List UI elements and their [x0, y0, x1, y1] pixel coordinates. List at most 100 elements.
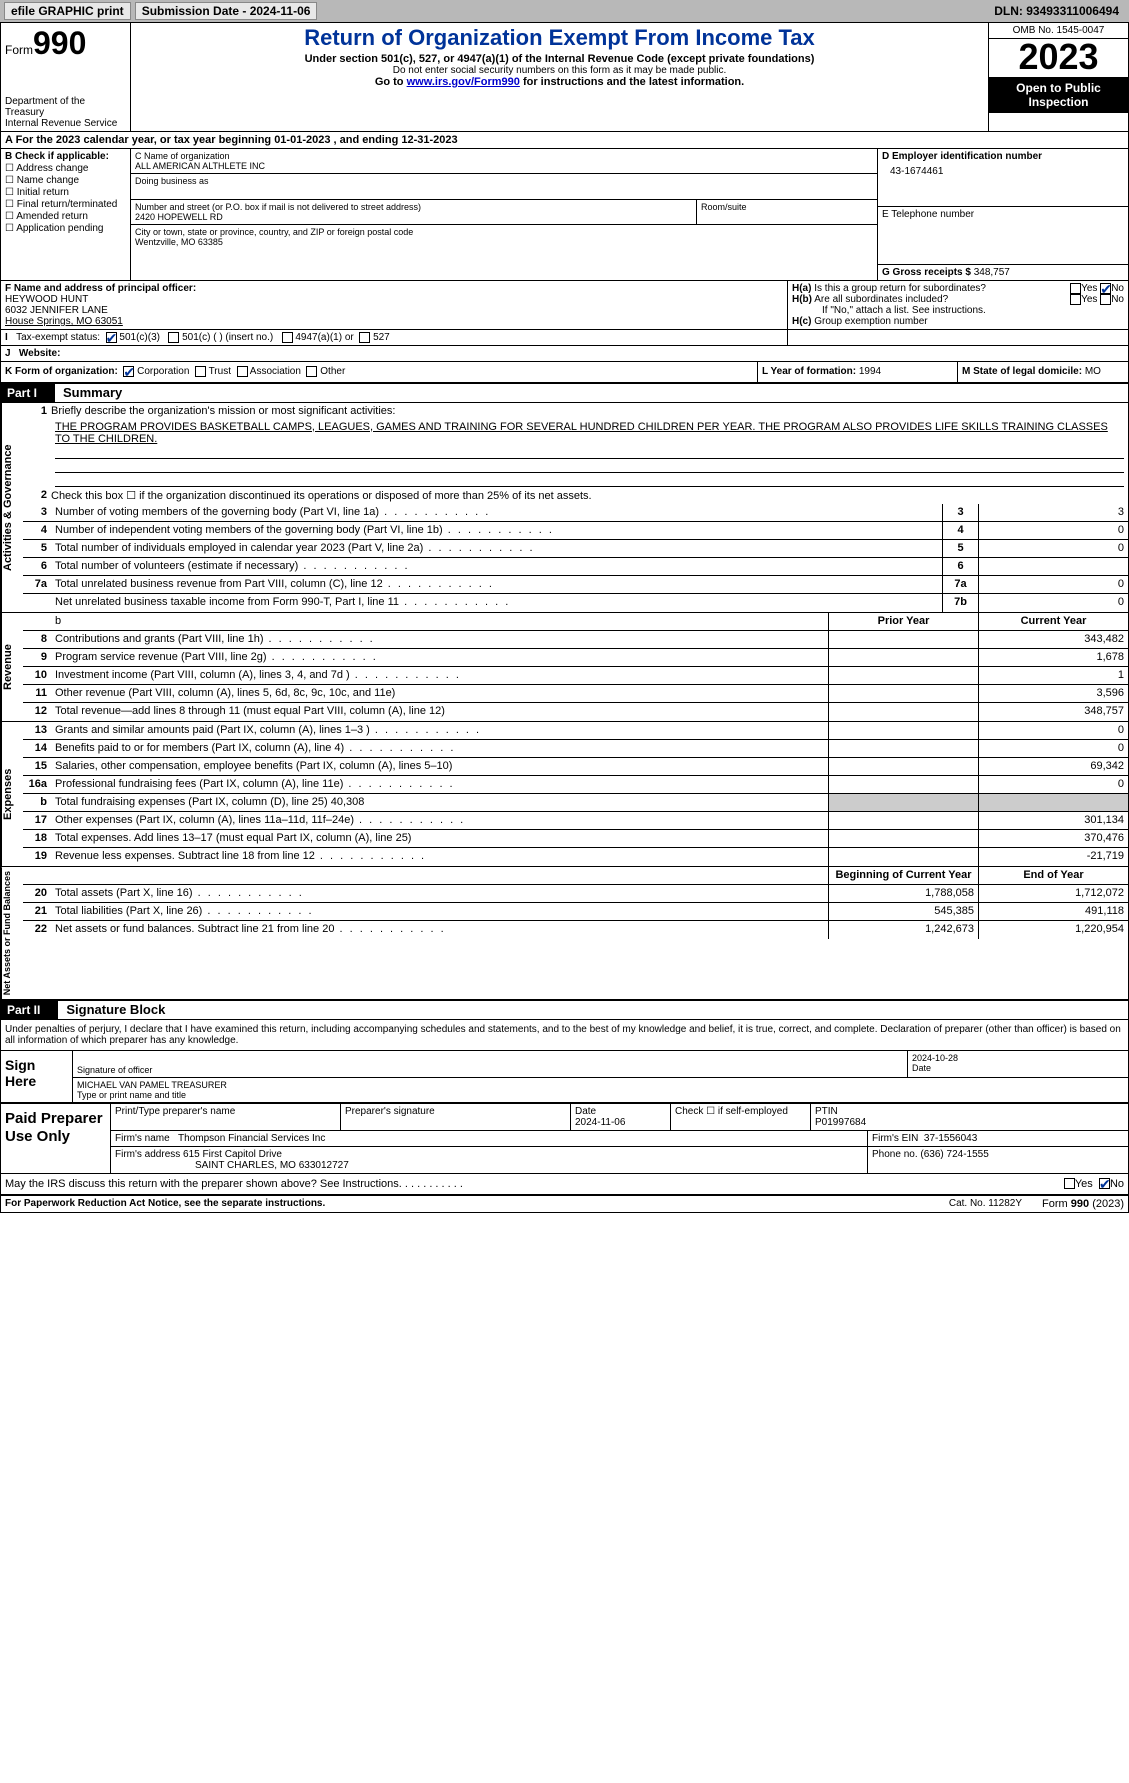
preparer-sig-label: Preparer's signature	[341, 1104, 571, 1130]
na-header: Beginning of Current YearEnd of Year	[23, 867, 1128, 885]
chk-527[interactable]	[359, 332, 370, 343]
city-value: Wentzville, MO 63385	[135, 237, 873, 247]
vtab-ag: Activities & Governance	[1, 403, 23, 612]
preparer-name-label: Print/Type preparer's name	[111, 1104, 341, 1130]
box-b: B Check if applicable: ☐ Address change …	[1, 149, 131, 280]
chk-assoc[interactable]	[237, 366, 248, 377]
line-10: 10Investment income (Part VIII, column (…	[23, 667, 1128, 685]
goto-post: for instructions and the latest informat…	[520, 76, 744, 88]
form-header: Form990 Department of the Treasury Inter…	[1, 23, 1128, 132]
box-i-right-spacer	[788, 330, 1128, 345]
dln: DLN: 93493311006494	[994, 4, 1125, 18]
firm-ein: 37-1556043	[924, 1133, 977, 1144]
irs: Internal Revenue Service	[5, 118, 126, 129]
sig-officer-label: Signature of officer	[77, 1065, 903, 1075]
cat-no: Cat. No. 11282Y	[929, 1198, 1042, 1210]
box-i-row: I Tax-exempt status: 501(c)(3) 501(c) ( …	[1, 330, 1128, 346]
sig-date-label: Date	[912, 1063, 1124, 1073]
j-label: J	[5, 348, 11, 359]
boxes-bcdeg: B Check if applicable: ☐ Address change …	[1, 149, 1128, 281]
form-footer-id: Form 990 (2023)	[1042, 1198, 1124, 1210]
gross-receipts-label: G Gross receipts $	[882, 267, 971, 278]
line-5: 5Total number of individuals employed in…	[23, 540, 1128, 558]
firm-phone-label: Phone no.	[872, 1149, 918, 1160]
officer-addr1: 6032 JENNIFER LANE	[5, 305, 783, 316]
part1-expenses: Expenses 13Grants and similar amounts pa…	[1, 722, 1128, 867]
line-3: 3Number of voting members of the governi…	[23, 504, 1128, 522]
ha-pre: H(a)	[792, 283, 811, 294]
chk-501c[interactable]	[168, 332, 179, 343]
officer-printed-name: MICHAEL VAN PAMEL TREASURER	[77, 1080, 1124, 1090]
chk-address-change[interactable]: ☐ Address change	[5, 163, 126, 174]
irs-link[interactable]: www.irs.gov/Form990	[407, 76, 520, 88]
submission-date: Submission Date - 2024-11-06	[135, 2, 318, 20]
gross-receipts-value: 348,757	[974, 267, 1010, 278]
line-12: 12Total revenue—add lines 8 through 11 (…	[23, 703, 1128, 721]
firm-phone: (636) 724-1555	[920, 1149, 988, 1160]
line-22: 22Net assets or fund balances. Subtract …	[23, 921, 1128, 939]
line-15: 15Salaries, other compensation, employee…	[23, 758, 1128, 776]
chk-name-change[interactable]: ☐ Name change	[5, 175, 126, 186]
ein-label: D Employer identification number	[882, 151, 1124, 162]
chk-corp[interactable]	[123, 366, 134, 377]
row-a-tax-year: A For the 2023 calendar year, or tax yea…	[1, 132, 1128, 149]
ein-value: 43-1674461	[882, 162, 1124, 177]
sign-here-block: Sign Here Signature of officer 2024-10-2…	[1, 1051, 1128, 1104]
k-label: K Form of organization:	[5, 367, 118, 378]
chk-4947[interactable]	[282, 332, 293, 343]
form-noss: Do not enter social security numbers on …	[137, 65, 982, 76]
irs-discuss-row: May the IRS discuss this return with the…	[1, 1174, 1128, 1196]
chk-amended-return[interactable]: ☐ Amended return	[5, 211, 126, 222]
line-13: 13Grants and similar amounts paid (Part …	[23, 722, 1128, 740]
rev-header: bPrior YearCurrent Year	[23, 613, 1128, 631]
chk-app-pending[interactable]: ☐ Application pending	[5, 223, 126, 234]
efile-print-button[interactable]: efile GRAPHIC print	[4, 2, 131, 20]
org-name-label: C Name of organization	[135, 151, 873, 161]
chk-501c3[interactable]	[106, 332, 117, 343]
chk-other[interactable]	[306, 366, 317, 377]
city-label: City or town, state or province, country…	[135, 227, 873, 237]
officer-name-label: Type or print name and title	[77, 1090, 1124, 1100]
discuss-no[interactable]	[1099, 1178, 1110, 1189]
ha-yes[interactable]	[1070, 283, 1081, 294]
line-11: 11Other revenue (Part VIII, column (A), …	[23, 685, 1128, 703]
hb-yes[interactable]	[1070, 294, 1081, 305]
firm-ein-label: Firm's EIN	[872, 1133, 918, 1144]
header-center: Return of Organization Exempt From Incom…	[131, 23, 988, 131]
ha-label: Is this a group return for subordinates?	[814, 283, 986, 294]
box-b-label: B Check if applicable:	[5, 151, 109, 162]
chk-trust[interactable]	[195, 366, 206, 377]
perjury-declaration: Under penalties of perjury, I declare th…	[1, 1020, 1128, 1051]
line-7b: Net unrelated business taxable income fr…	[23, 594, 1128, 612]
chk-final-return[interactable]: ☐ Final return/terminated	[5, 199, 126, 210]
ptin-label: PTIN	[815, 1106, 838, 1117]
box-i: I Tax-exempt status: 501(c)(3) 501(c) ( …	[1, 330, 788, 345]
box-f: F Name and address of principal officer:…	[1, 281, 788, 329]
tax-status-label: Tax-exempt status:	[16, 332, 100, 343]
self-employed-check[interactable]: Check ☐ if self-employed	[671, 1104, 811, 1130]
box-deg: D Employer identification number 43-1674…	[878, 149, 1128, 280]
vtab-revenue: Revenue	[1, 613, 23, 721]
hb-no[interactable]	[1100, 294, 1111, 305]
box-c: C Name of organization ALL AMERICAN ALTH…	[131, 149, 878, 280]
vtab-expenses: Expenses	[1, 722, 23, 866]
line-16a: 16aProfessional fundraising fees (Part I…	[23, 776, 1128, 794]
form-title: Return of Organization Exempt From Incom…	[137, 25, 982, 51]
vtab-netassets: Net Assets or Fund Balances	[1, 867, 23, 999]
part-2-header: Part II Signature Block	[1, 1001, 1128, 1020]
prep-date: 2024-11-06	[575, 1117, 625, 1128]
ptin-value: P01997684	[815, 1117, 866, 1128]
open-to-public: Open to Public Inspection	[989, 77, 1128, 113]
org-name: ALL AMERICAN ALTHLETE INC	[135, 161, 873, 171]
line-1: 1Briefly describe the organization's mis…	[23, 403, 1128, 419]
boxes-klm: K Form of organization: Corporation Trus…	[1, 362, 1128, 383]
firm-addr-label: Firm's address	[115, 1149, 180, 1160]
discuss-yes[interactable]	[1064, 1178, 1075, 1189]
line-6: 6Total number of volunteers (estimate if…	[23, 558, 1128, 576]
chk-initial-return[interactable]: ☐ Initial return	[5, 187, 126, 198]
tax-year: 2023	[989, 39, 1128, 77]
ha-no[interactable]	[1100, 283, 1111, 294]
line-18: 18Total expenses. Add lines 13–17 (must …	[23, 830, 1128, 848]
firm-addr1: 615 First Capitol Drive	[183, 1149, 282, 1160]
box-l: L Year of formation: 1994	[758, 362, 958, 381]
